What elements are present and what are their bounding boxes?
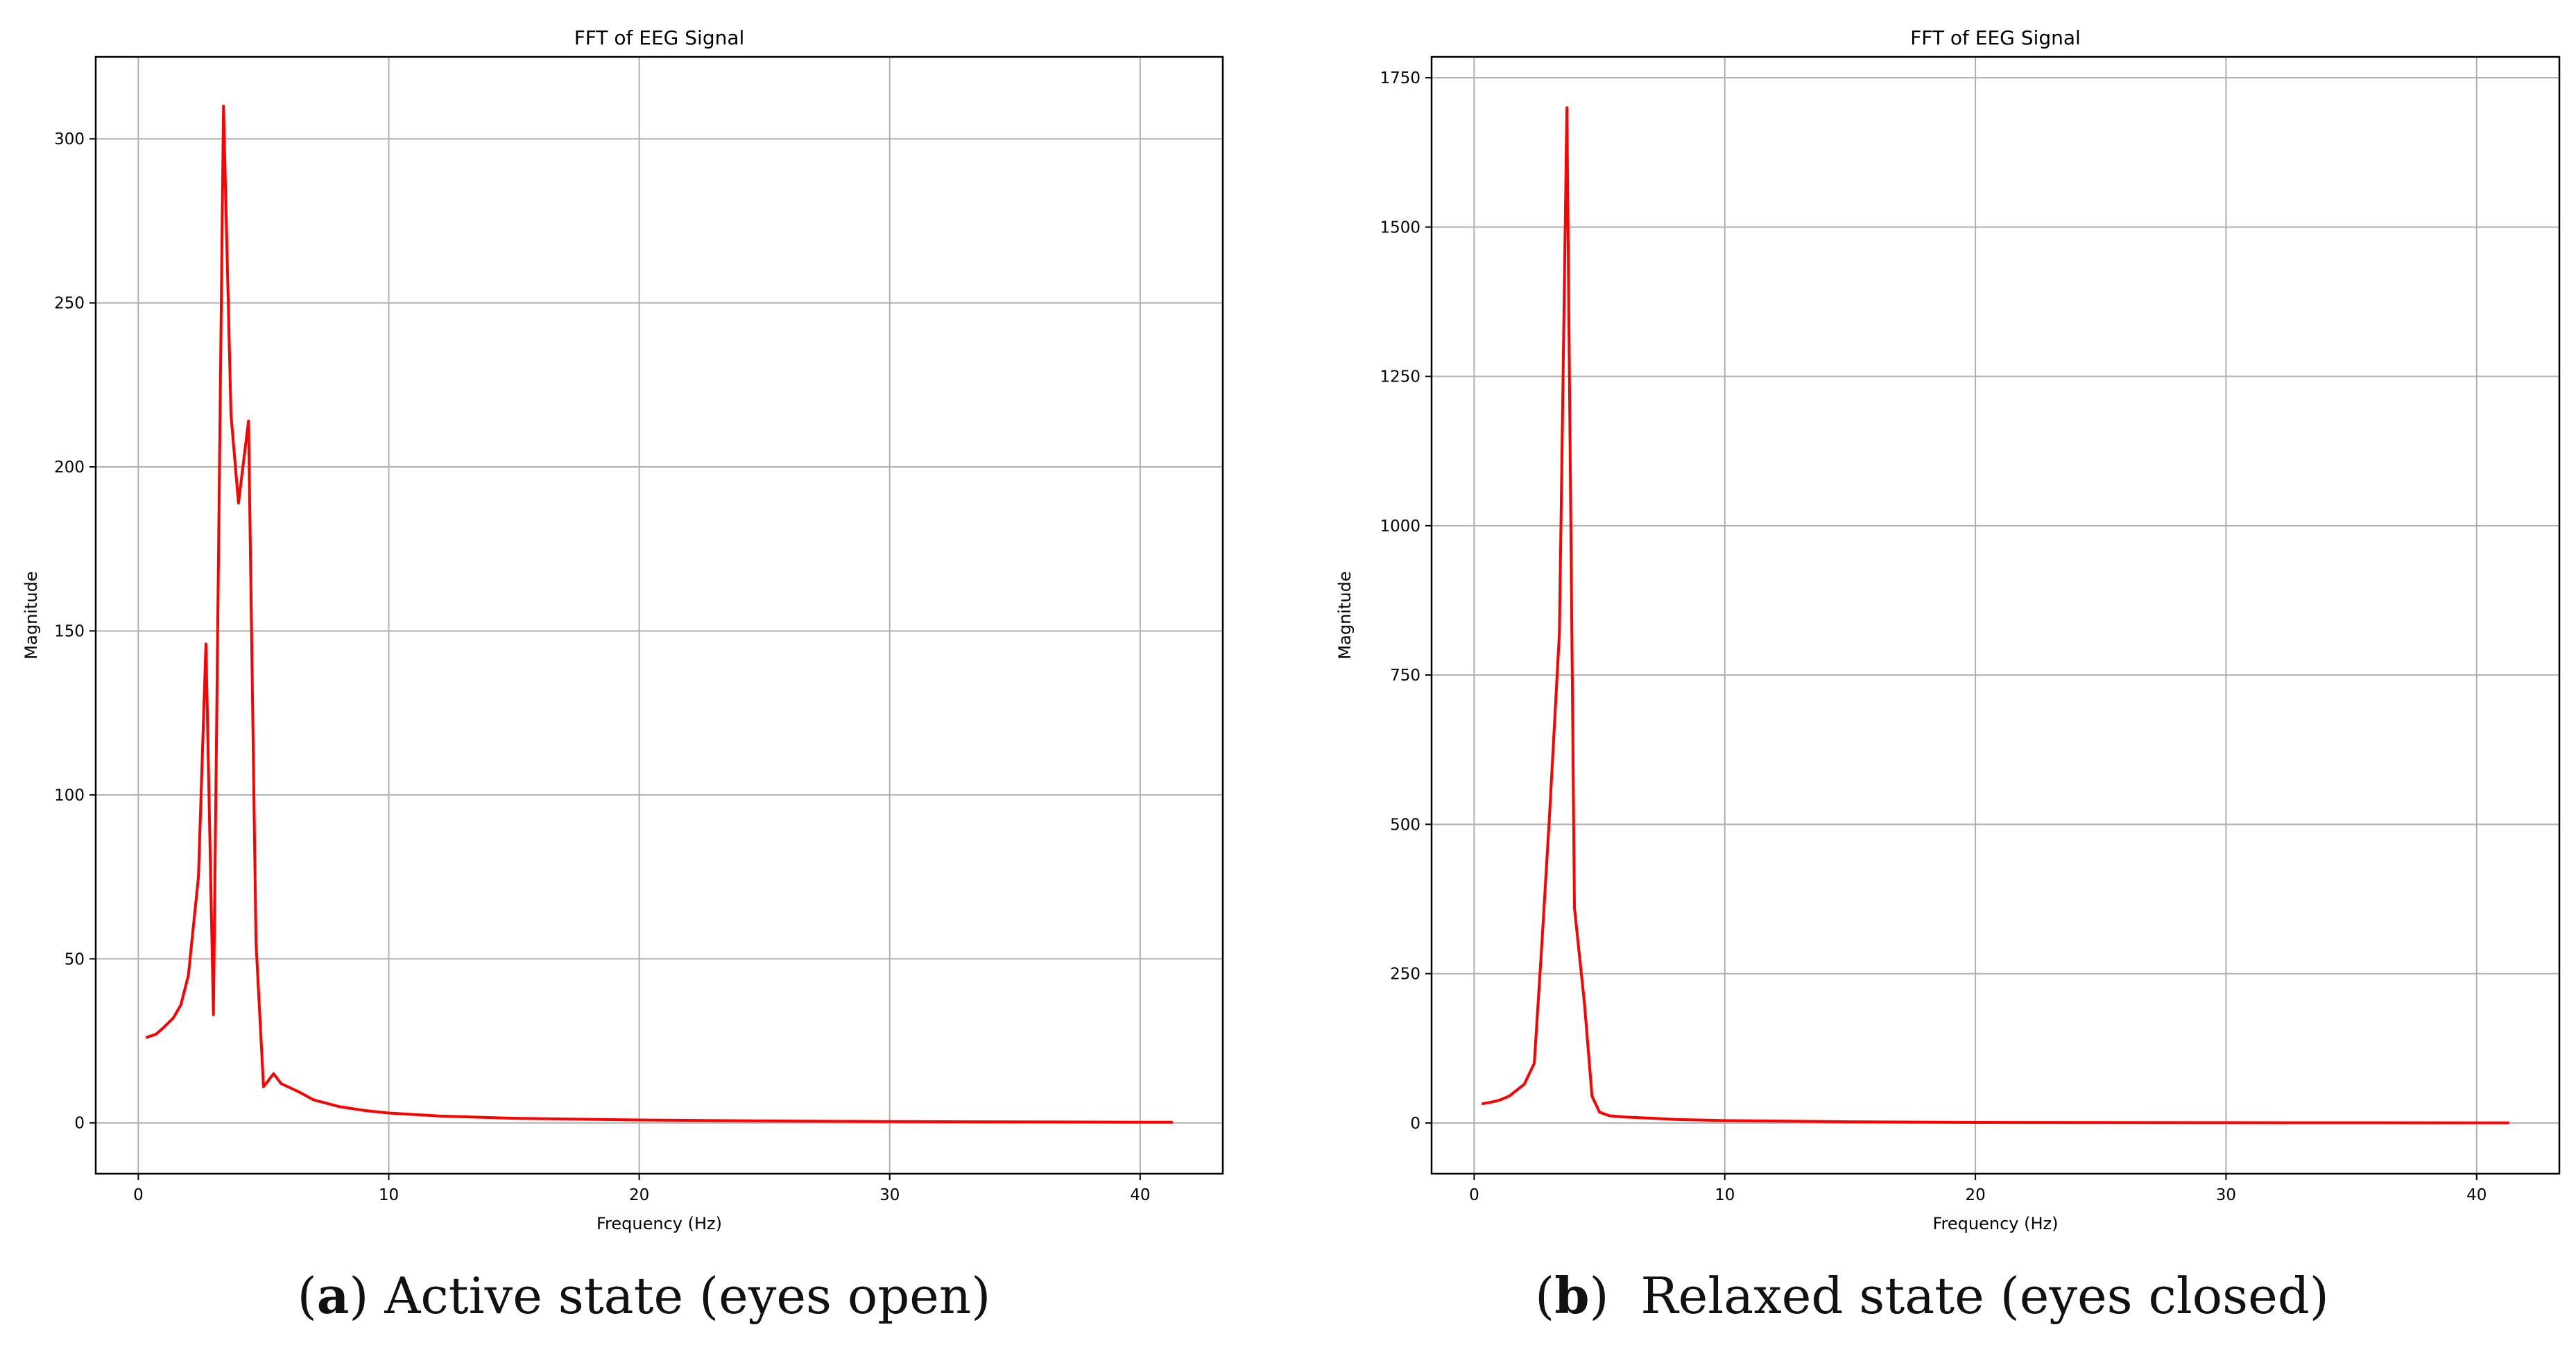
x-axis-label-a: Frequency (Hz) <box>596 1214 722 1233</box>
caption-b-close-paren: ) <box>1589 1267 1641 1325</box>
x-tick-label-b-10: 10 <box>1715 1186 1735 1204</box>
x-tick-label-a-0: 0 <box>133 1186 144 1204</box>
y-axis-label-a: Magnitude <box>22 571 41 659</box>
x-tick-label-a-40: 40 <box>1130 1186 1150 1204</box>
y-tick-label-a-300: 300 <box>54 130 85 148</box>
y-tick-label-a-0: 0 <box>74 1115 85 1133</box>
y-tick-label-b-1500: 1500 <box>1380 219 1420 237</box>
x-tick-label-b-40: 40 <box>2466 1186 2487 1204</box>
x-tick-label-b-0: 0 <box>1469 1186 1479 1204</box>
axes-frame-a <box>94 55 1224 1175</box>
y-tick-label-b-1750: 1750 <box>1380 69 1420 87</box>
x-tick-label-b-30: 30 <box>2216 1186 2236 1204</box>
y-axis-label-b: Magnitude <box>1335 571 1355 659</box>
axes-frame-b <box>1430 55 2561 1175</box>
x-axis-label-b: Frequency (Hz) <box>1933 1214 2059 1233</box>
chart-panel-b: 0 10 20 30 40 0 250 500 750 1000 1250 1500 1750 FFT o… <box>1288 0 2576 1352</box>
y-tick-label-a-250: 250 <box>54 295 85 313</box>
y-tick-label-b-1000: 1000 <box>1380 517 1420 536</box>
x-tick-label-b-20: 20 <box>1965 1186 1985 1204</box>
series-line-b-0 <box>1481 106 2509 1124</box>
caption-b-open-paren: ( <box>1535 1267 1555 1325</box>
y-tick-label-a-150: 150 <box>54 622 85 640</box>
x-tick-label-a-10: 10 <box>379 1186 399 1204</box>
caption-b-letter: b <box>1554 1266 1590 1325</box>
series-line-a-0 <box>145 104 1173 1124</box>
caption-a-text: Active state (eyes open) <box>384 1267 991 1325</box>
y-tick-label-a-200: 200 <box>54 459 85 477</box>
chart-b-svg: 0 10 20 30 40 0 250 500 750 1000 1250 1500 1750 FFT o… <box>1335 26 2561 1233</box>
chart-title-b: FFT of EEG Signal <box>1910 26 2081 49</box>
chart-a-svg: 0 10 20 30 40 0 50 100 150 200 250 300 FFT of EEG Si… <box>22 26 1224 1233</box>
chart-title-a: FFT of EEG Signal <box>574 26 745 49</box>
y-tick-label-b-0: 0 <box>1410 1115 1420 1133</box>
x-tick-label-a-30: 30 <box>879 1186 900 1204</box>
x-tick-label-a-20: 20 <box>629 1186 649 1204</box>
caption-b-text: Relaxed state (eyes closed) <box>1640 1267 2329 1325</box>
y-tick-label-a-100: 100 <box>54 787 85 805</box>
caption-a-open-paren: ( <box>297 1267 317 1325</box>
y-tick-label-a-50: 50 <box>65 950 85 968</box>
y-tick-label-b-500: 500 <box>1390 816 1420 834</box>
y-tick-label-b-250: 250 <box>1390 966 1420 984</box>
caption-a: (a) Active state (eyes open) <box>0 1266 1288 1325</box>
caption-a-close-paren: ) <box>349 1267 385 1325</box>
chart-panel-a: 0 10 20 30 40 0 50 100 150 200 250 300 FFT of EEG Si… <box>0 26 1288 1325</box>
y-tick-label-b-750: 750 <box>1390 667 1420 685</box>
caption-a-letter: a <box>316 1266 350 1325</box>
y-tick-label-b-1250: 1250 <box>1380 368 1420 386</box>
caption-b: (b) Relaxed state (eyes closed) <box>1288 1266 2576 1325</box>
